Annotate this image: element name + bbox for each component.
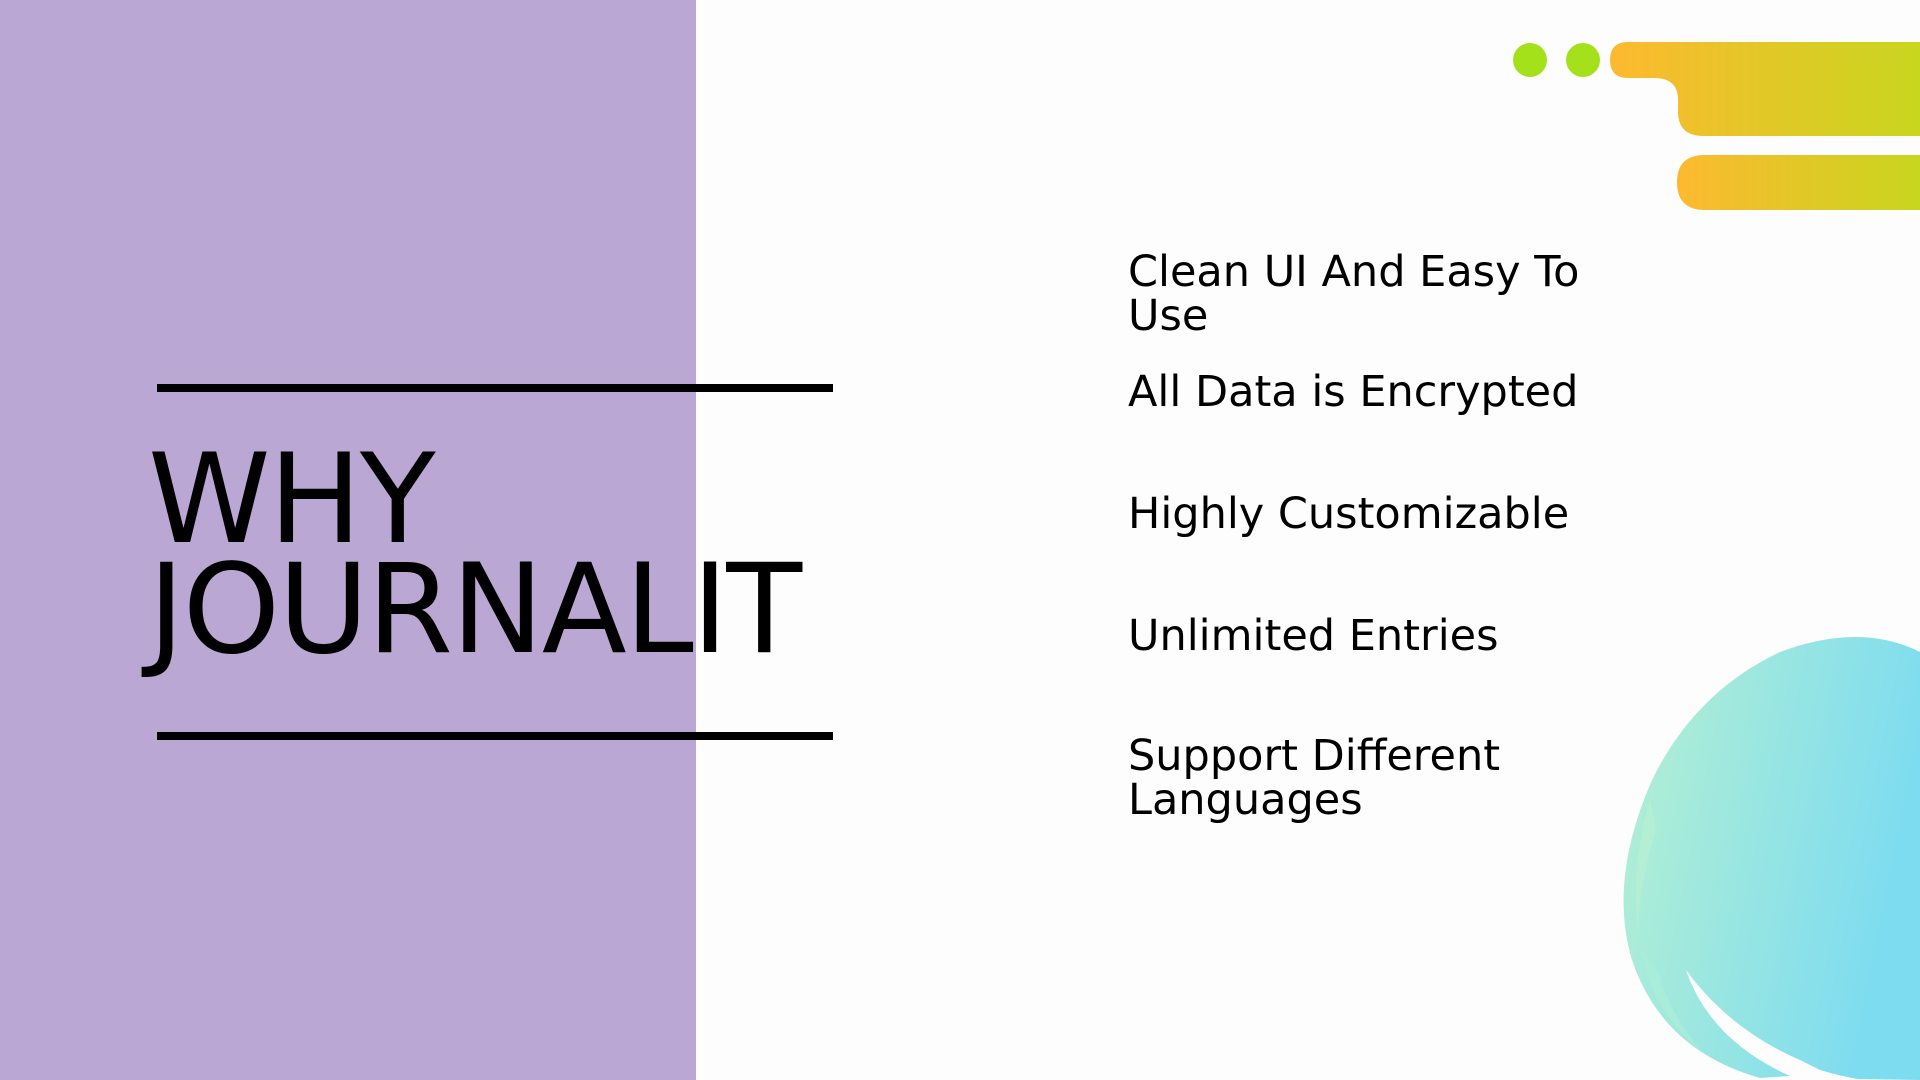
feature-item: Clean UI And Easy To Use (1128, 247, 1580, 341)
title-line-1: WHY (148, 428, 436, 572)
decorative-brush-stroke (1623, 637, 1920, 1080)
title-rule-bottom (157, 732, 833, 740)
decorative-brush-stroke (1642, 950, 1700, 1050)
decorative-stripe (1610, 42, 1920, 136)
title-line-2: JOURNALIT (148, 538, 802, 682)
feature-item: Unlimited Entries (1128, 611, 1499, 661)
feature-item: All Data is Encrypted (1128, 367, 1579, 417)
decorative-dot (1513, 43, 1547, 77)
decorative-stripe (1677, 155, 1920, 210)
purple-panel (0, 0, 696, 1080)
decorative-dot (1566, 43, 1600, 77)
decorative-stripes (1513, 42, 1920, 210)
slide-title: WHY JOURNALIT (148, 428, 802, 682)
title-rule-top (157, 384, 833, 392)
decorative-brush-circle (1623, 637, 1920, 1080)
feature-item: Highly Customizable (1128, 489, 1570, 539)
decorative-brush-stroke (1635, 800, 1656, 930)
feature-item: Support Different Languages (1128, 731, 1501, 825)
